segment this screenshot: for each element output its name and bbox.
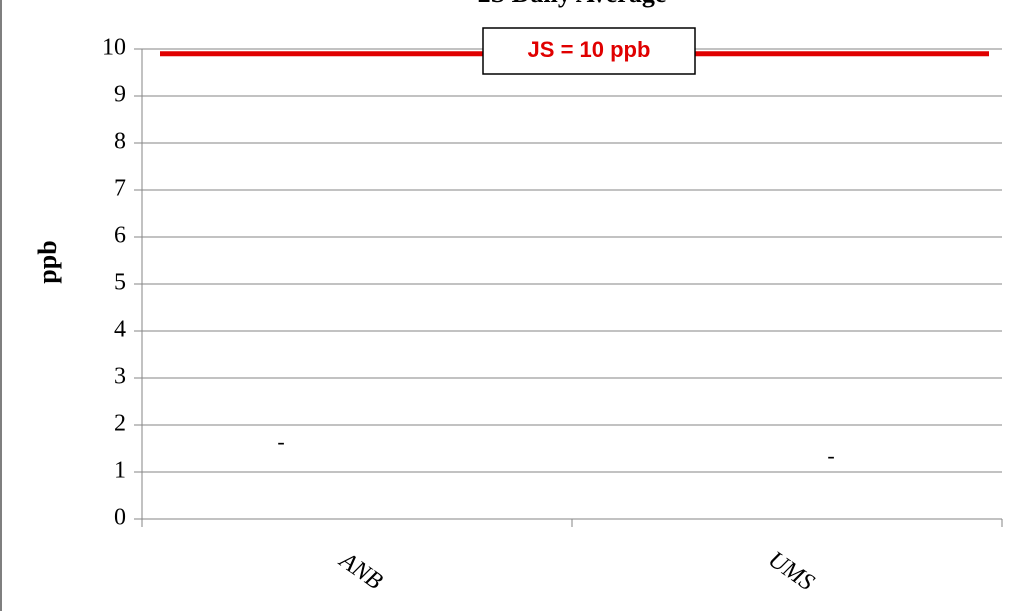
x-category-label: ANB [333,546,387,595]
x-category-labels: ANB UMS [333,546,818,596]
data-label: - [827,443,834,468]
reference-label-box [482,27,696,75]
y-tick-label: 3 [114,364,126,390]
gridlines [142,48,1002,473]
y-tick-label: 1 [114,458,126,484]
y-tick-label: 10 [102,35,126,61]
data-label: - [277,429,284,454]
y-tick-label: 0 [114,505,126,531]
chart-title: 2S Daily Average [478,0,667,8]
y-tick-label: 6 [114,223,126,249]
reference-line-group: JS = 10 ppb [160,27,989,75]
y-tick-label: 8 [114,129,126,155]
reference-label: JS = 10 ppb [528,37,651,62]
y-axis-label: ppb [33,240,62,283]
y-tick-label: 5 [114,270,126,296]
y-tick-label: 2 [114,411,126,437]
y-tick-label: 9 [114,82,126,108]
x-category-label: UMS [763,546,818,596]
y-tick-label: 4 [114,317,126,343]
data-labels: -- [277,429,834,468]
axes [134,48,1003,527]
y-tick-labels: 0 1 2 3 4 5 6 7 8 9 10 [102,35,126,531]
y-tick-label: 7 [114,176,126,202]
